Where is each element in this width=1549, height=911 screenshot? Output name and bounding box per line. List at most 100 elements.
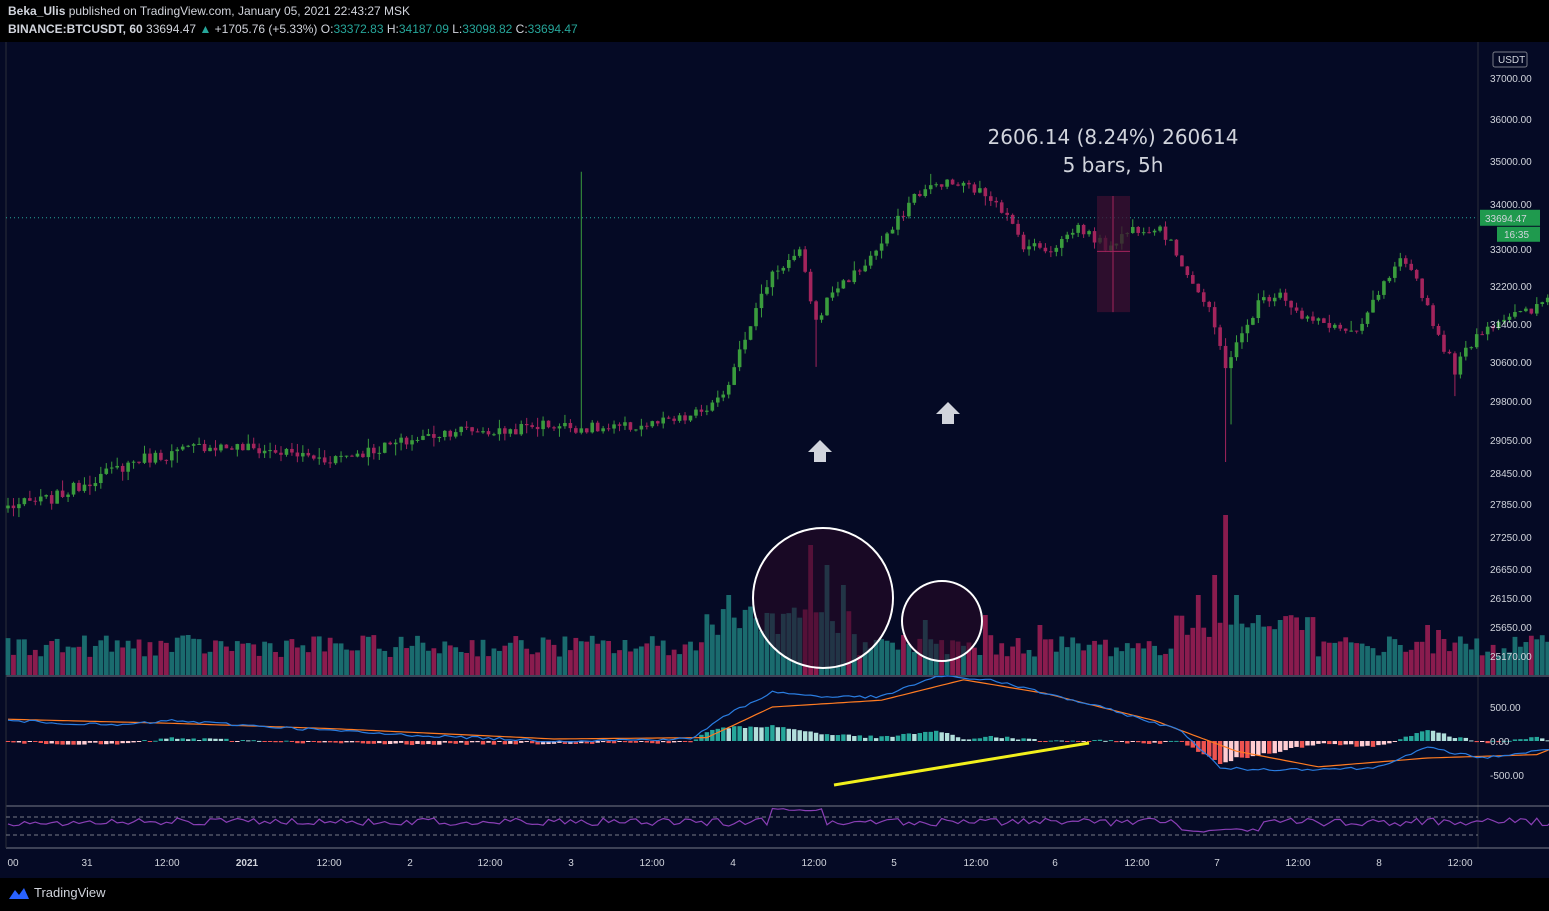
countdown-text: 16:35: [1504, 230, 1529, 241]
candle-body: [967, 182, 971, 185]
macd-histogram-bar: [475, 741, 480, 743]
volume-bar: [163, 642, 169, 675]
candle-body: [1005, 212, 1009, 215]
macd-histogram-bar: [442, 741, 447, 743]
candle-body: [1016, 223, 1020, 235]
volume-bar: [1512, 636, 1518, 675]
macd-histogram-bar: [93, 741, 98, 743]
volume-bar: [551, 644, 557, 675]
candle-body: [1311, 316, 1315, 321]
macd-histogram-bar: [235, 741, 240, 742]
brand-name[interactable]: TradingView: [34, 885, 106, 900]
candle-body: [961, 182, 966, 186]
volume-bar: [251, 644, 257, 675]
volume-bar: [649, 636, 655, 675]
candle-body: [1491, 326, 1495, 329]
macd-histogram-bar: [360, 741, 366, 744]
candle-body: [765, 287, 769, 294]
macd-histogram-bar: [857, 735, 862, 741]
time-tick-label: 2021: [236, 858, 259, 869]
macd-histogram-bar: [1196, 741, 1201, 752]
volume-bar: [1021, 653, 1026, 675]
volume-bar: [1266, 626, 1272, 675]
volume-bar: [1130, 648, 1136, 675]
macd-histogram-bar: [628, 741, 633, 743]
candle-body: [1076, 224, 1080, 233]
candle-body: [399, 437, 403, 443]
volume-bar: [322, 651, 328, 675]
macd-histogram-bar: [1114, 741, 1119, 743]
volume-bar: [1452, 642, 1458, 675]
macd-histogram-bar: [1512, 739, 1518, 741]
time-tick-label: 8: [1376, 858, 1382, 869]
candle-body: [1480, 334, 1484, 336]
volume-bar: [278, 656, 284, 675]
candle-body: [1338, 324, 1343, 329]
macd-histogram-bar: [349, 741, 355, 743]
volume-bar: [404, 648, 409, 675]
candle-body: [246, 443, 251, 451]
macd-histogram-bar: [1496, 741, 1501, 743]
publish-line: Beka_Ulis published on TradingView.com, …: [8, 4, 410, 18]
candle-body: [377, 452, 382, 454]
time-tick-label: 6: [1052, 858, 1058, 869]
macd-histogram-bar: [147, 741, 153, 742]
candle-body: [350, 455, 354, 457]
volume-bar: [76, 646, 82, 675]
candle-body: [55, 490, 59, 504]
volume-bar: [185, 635, 191, 675]
candle-body: [1059, 239, 1064, 248]
macd-histogram-bar: [1054, 740, 1059, 742]
candle-body: [82, 484, 87, 491]
candle-body: [825, 297, 829, 316]
macd-histogram-bar: [289, 741, 295, 742]
macd-histogram-bar: [764, 726, 770, 741]
candle-body: [22, 498, 27, 505]
candle-body: [1256, 300, 1261, 319]
volume-bar: [1277, 620, 1283, 675]
macd-histogram-bar: [846, 734, 852, 741]
price-tick-label: 29050.00: [1490, 436, 1532, 447]
macd-histogram-bar: [781, 727, 786, 741]
macd-histogram-bar: [584, 741, 589, 744]
macd-histogram-bar: [1070, 740, 1075, 742]
macd-histogram-bar: [590, 741, 595, 744]
candle-body: [694, 409, 698, 416]
macd-histogram-bar: [1043, 741, 1048, 742]
macd-pane[interactable]: [5, 675, 1549, 772]
time-axis[interactable]: 00 31 12:00 2021 12:00 2 12:00 3 12:00 4 12:00 5 12:…: [7, 858, 1473, 869]
author-name[interactable]: Beka_Ulis: [8, 4, 66, 18]
candle-body: [601, 428, 605, 432]
tradingview-logo-icon[interactable]: [8, 886, 30, 902]
volume-bar: [174, 637, 180, 675]
candle-body: [208, 447, 212, 452]
rsi-pane[interactable]: [6, 807, 1549, 836]
volume-bar: [1310, 617, 1316, 675]
candle-body: [1262, 297, 1266, 301]
volume-bar: [524, 648, 530, 675]
volume-bar: [638, 646, 644, 675]
macd-histogram-bar: [1305, 741, 1310, 746]
volume-bar: [1376, 655, 1381, 675]
macd-histogram-bar: [1447, 736, 1452, 741]
volume-bar: [879, 639, 884, 675]
macd-histogram-bar: [480, 741, 486, 745]
candle-body: [1130, 226, 1135, 233]
candle-body: [1453, 353, 1457, 375]
macd-histogram-bar: [1152, 741, 1157, 743]
candle-body: [1474, 334, 1479, 348]
last-price-badge: [1480, 209, 1540, 226]
volume-bar: [273, 651, 278, 675]
volume-bar: [682, 644, 688, 675]
price-axis[interactable]: 37000.00 36000.00 35000.00 34000.00 33000.00…: [1480, 51, 1540, 663]
macd-histogram-bar: [824, 734, 830, 741]
price-pane[interactable]: [5, 42, 1549, 849]
volume-bar: [1518, 646, 1523, 675]
volume-bar: [873, 639, 879, 675]
candle-body: [1289, 300, 1293, 308]
macd-histogram-bar: [895, 735, 901, 741]
macd-histogram-bar: [1403, 736, 1408, 741]
macd-histogram-bar: [879, 736, 884, 741]
symbol-label[interactable]: BINANCE:BTCUSDT, 60: [8, 22, 143, 36]
